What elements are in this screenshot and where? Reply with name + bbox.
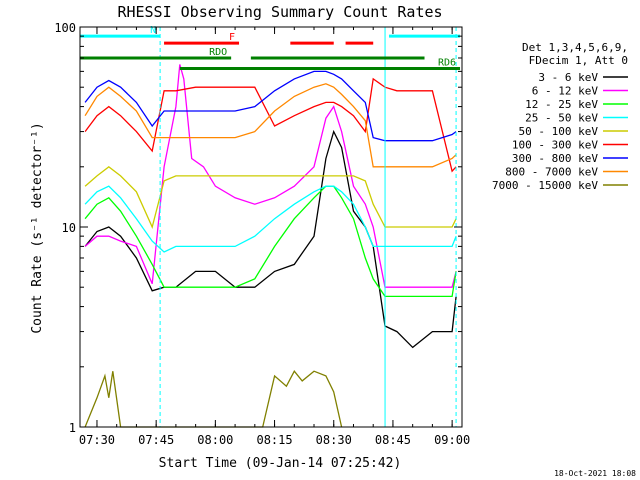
- series-line-7: [84, 70, 457, 142]
- series-line-4: [84, 185, 457, 253]
- legend-label-2: 6 - 12 keV: [532, 85, 599, 98]
- footer-timestamp: 18-Oct-2021 18:08: [554, 469, 636, 478]
- status-bar-label-4: RD6: [438, 58, 456, 69]
- legend-label-5: 50 - 100 keV: [519, 125, 599, 138]
- legend-label-1: 3 - 6 keV: [538, 71, 598, 84]
- series-line-5: [84, 165, 457, 229]
- series-line-1: [84, 129, 457, 349]
- chart-title: RHESSI Observing Summary Count Rates: [117, 3, 442, 21]
- series-line-3: [84, 185, 457, 298]
- x-tick-label-6: 08:45: [375, 433, 411, 447]
- series-line-9: [84, 370, 343, 428]
- x-tick-label-5: 08:30: [316, 433, 352, 447]
- legend-label-9: 7000 - 15000 keV: [492, 179, 598, 192]
- series-line-2: [84, 64, 457, 288]
- legend-header-line-1: Det 1,3,4,5,6,9,: [522, 41, 628, 54]
- plot-lines: [84, 64, 457, 428]
- legend-label-3: 12 - 25 keV: [525, 98, 598, 111]
- status-bar-label-1: N: [150, 25, 156, 36]
- y-tick-label-2: 10: [62, 221, 76, 235]
- legend-label-4: 25 - 50 keV: [525, 112, 598, 125]
- x-tick-label-4: 08:15: [256, 433, 292, 447]
- x-tick-label-3: 08:00: [197, 433, 233, 447]
- status-bar-label-3: RDO: [209, 47, 227, 58]
- y-axis-title: Count Rate (s⁻¹ detector⁻¹): [30, 122, 45, 333]
- x-tick-label-2: 07:45: [138, 433, 174, 447]
- legend-label-8: 800 - 7000 keV: [505, 166, 598, 179]
- legend-label-7: 300 - 800 keV: [512, 152, 598, 165]
- y-tick-label-3: 100: [54, 21, 76, 35]
- axis-ticks: 07:30 07:45 08:00 08:15 08:30 08:45 09:00 1 10 10…: [54, 21, 470, 447]
- legend-header-line-2: FDecim 1, Att 0: [529, 54, 628, 67]
- series-line-8: [84, 83, 457, 168]
- y-tick-label-1: 1: [69, 421, 76, 435]
- x-tick-label-7: 09:00: [434, 433, 470, 447]
- series-line-6: [84, 77, 457, 173]
- x-axis-title: Start Time (09-Jan-14 07:25:42): [159, 456, 402, 471]
- x-tick-label-1: 07:30: [79, 433, 115, 447]
- legend-label-6: 100 - 300 keV: [512, 139, 598, 152]
- status-bar-label-2: F: [229, 32, 235, 43]
